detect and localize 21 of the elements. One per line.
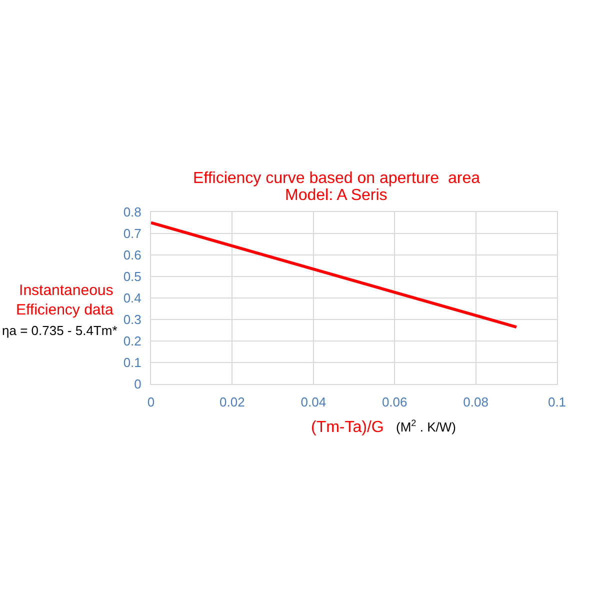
y-tick-label: 0.6 bbox=[123, 248, 142, 263]
text: ηa = 0.735 - 5.4Tm* bbox=[2, 323, 118, 338]
y-tick-label: 0 bbox=[134, 376, 142, 392]
x-tick-label: 0.02 bbox=[220, 394, 245, 410]
y-tick-label: 0.5 bbox=[123, 269, 142, 284]
x-tick-label: 0.1 bbox=[548, 394, 566, 410]
y-tick-label: 0.1 bbox=[123, 355, 142, 370]
text: (M$^{2}$ . K/W) bbox=[396, 418, 456, 434]
chart-subtitle: Model: A Seris bbox=[285, 187, 388, 204]
y-tick-label: 0.3 bbox=[123, 312, 142, 328]
y-tick-label: 0.8 bbox=[123, 204, 142, 220]
y-tick-label: 0.7 bbox=[123, 226, 142, 242]
x-tick-label: 0.06 bbox=[382, 394, 408, 410]
y-tick-label: 0.2 bbox=[123, 334, 142, 349]
x-tick-label: 0.08 bbox=[463, 394, 488, 410]
y-axis-title: Instantaneous Efficiency data bbox=[16, 282, 114, 318]
x-tick-label: 0 bbox=[147, 394, 155, 410]
y-tick-label: 0.4 bbox=[123, 290, 142, 306]
x-tick-label: 0.04 bbox=[300, 394, 326, 410]
chart-title: Efficiency curve based on aperture area bbox=[193, 170, 480, 187]
x-axis-title: (Tm-Ta)/G bbox=[311, 419, 384, 436]
